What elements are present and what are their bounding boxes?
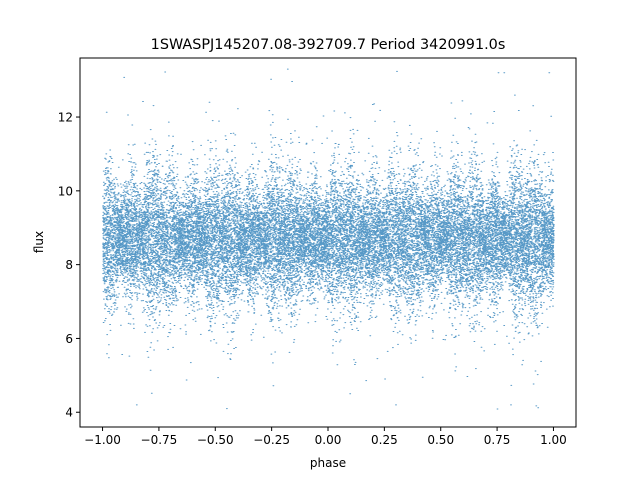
x-tick-label: −0.50 <box>197 433 234 447</box>
data-point-cloud <box>102 68 555 410</box>
y-axis: 4 6 8 10 12 <box>58 111 80 420</box>
x-tick-label: 1.00 <box>540 433 567 447</box>
y-tick-label: 4 <box>65 406 73 420</box>
x-tick-label: 0.75 <box>484 433 511 447</box>
chart-title: 1SWASPJ145207.08-392709.7 Period 3420991… <box>151 37 506 53</box>
x-tick-label: −1.00 <box>84 433 121 447</box>
scatter-points <box>102 68 555 410</box>
y-tick-label: 6 <box>65 332 73 346</box>
x-tick-label: 0.25 <box>371 433 398 447</box>
y-tick-label: 12 <box>58 111 73 125</box>
x-tick-label: −0.25 <box>253 433 290 447</box>
x-tick-label: 0.00 <box>315 433 342 447</box>
x-tick-label: −0.75 <box>141 433 178 447</box>
y-tick-label: 8 <box>65 258 73 272</box>
x-tick-label: 0.50 <box>427 433 454 447</box>
x-axis: −1.00 −0.75 −0.50 −0.25 0.00 0.25 0.50 0.75 1.00 <box>84 427 567 447</box>
y-tick-label: 10 <box>58 184 73 198</box>
y-axis-label: flux <box>32 231 46 253</box>
x-axis-label: phase <box>310 456 346 470</box>
